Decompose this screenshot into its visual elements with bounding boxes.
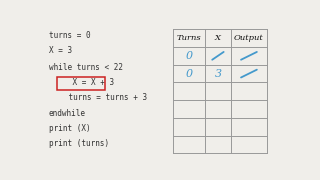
Text: 0: 0 <box>185 69 192 79</box>
Text: endwhile: endwhile <box>49 109 86 118</box>
Text: Turns: Turns <box>177 34 201 42</box>
Text: print (X): print (X) <box>49 124 90 133</box>
Text: X = X + 3: X = X + 3 <box>54 78 114 87</box>
Text: while turns < 22: while turns < 22 <box>49 63 123 72</box>
Text: 3: 3 <box>214 69 221 79</box>
Text: print (turns): print (turns) <box>49 139 109 148</box>
Text: X = 3: X = 3 <box>49 46 72 55</box>
Text: Output: Output <box>234 34 264 42</box>
Text: X: X <box>215 34 221 42</box>
Text: turns = 0: turns = 0 <box>49 31 90 40</box>
Text: turns = turns + 3: turns = turns + 3 <box>51 93 148 102</box>
Text: 0: 0 <box>185 51 192 61</box>
Bar <box>57 77 105 90</box>
